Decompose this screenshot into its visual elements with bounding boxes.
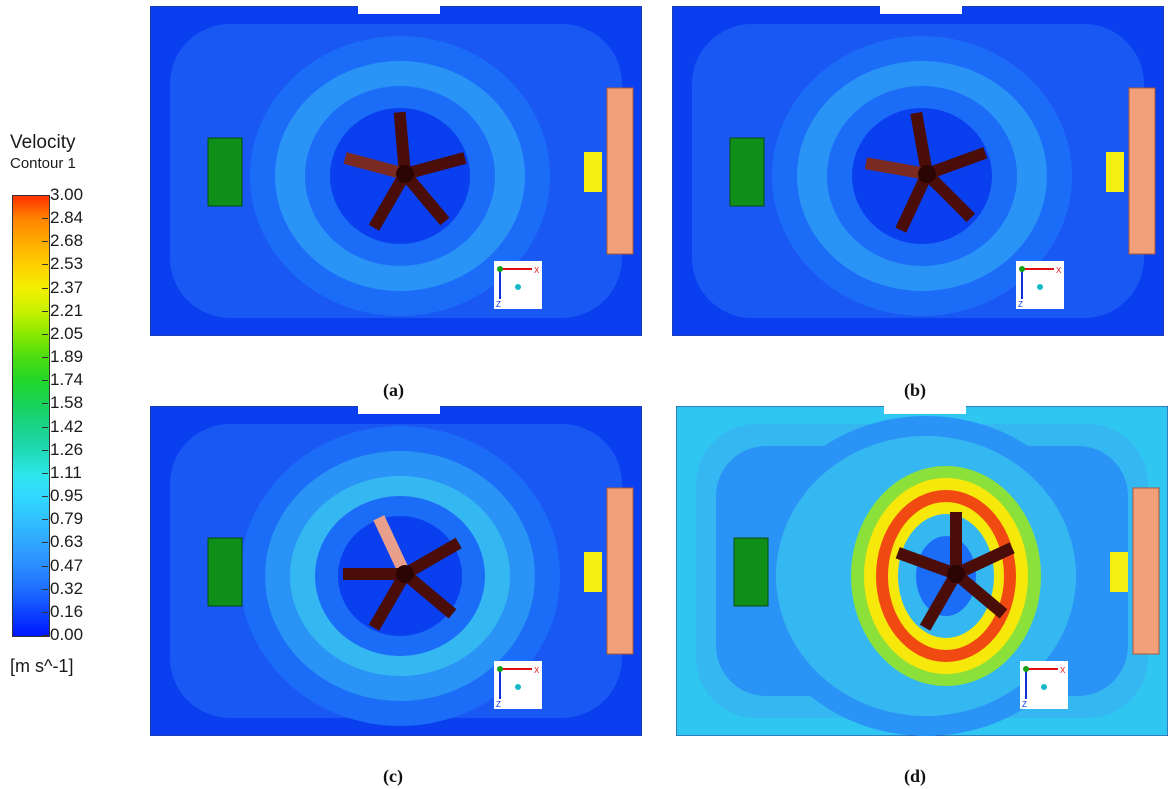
colorbar-tick-label: 1.11: [42, 462, 82, 482]
colorbar-tick-label: 0.00: [41, 625, 84, 644]
fan-blade: [373, 515, 411, 577]
colorbar-tick-label: 1.58: [41, 393, 84, 413]
legend-subtitle: Contour 1: [10, 155, 76, 172]
colorbar-tick-label: 0.47: [41, 555, 84, 575]
caption-a: (a): [383, 380, 404, 400]
fan-hub: [396, 565, 414, 583]
velocity-colorbar: [12, 195, 50, 637]
colorbar-tick-label: 0.63: [41, 532, 84, 552]
fan-blade: [919, 570, 962, 631]
caption-d: (d): [904, 766, 926, 786]
fan-blade: [864, 157, 929, 180]
fan-hub: [396, 165, 414, 183]
fan-blade: [924, 147, 988, 180]
fan-blade: [393, 111, 411, 175]
axis-y-icon: [515, 684, 521, 690]
velocity-contour-field: XZ: [676, 406, 1168, 736]
fan-hub: [947, 565, 965, 583]
door-opening: [880, 6, 962, 14]
fan-blade: [400, 170, 450, 226]
colorbar-tick-label: 1.42: [41, 416, 84, 436]
door-opening: [884, 406, 966, 414]
caption-b: (b): [904, 380, 926, 400]
fan-blade: [343, 152, 407, 180]
colorbar-tick-label: 1.26: [41, 439, 84, 459]
fan-blade: [895, 547, 959, 580]
salmon-obstacle: [606, 87, 634, 255]
axis-z-label: Z: [1022, 700, 1027, 709]
fan-blade: [401, 537, 462, 580]
salmon-obstacle: [1128, 87, 1156, 255]
fan-blade: [403, 152, 467, 180]
axis-origin-icon: [1019, 266, 1025, 272]
axis-z-label: Z: [496, 700, 501, 709]
fan-blade: [368, 570, 411, 631]
axis-z-label: Z: [1018, 300, 1023, 309]
colorbar-tick-label: 2.68: [41, 231, 84, 251]
axis-origin-icon: [1023, 666, 1029, 672]
colorbar-tick-label: 2.21: [41, 300, 84, 320]
green-obstacle: [207, 137, 243, 207]
fan-blade: [895, 171, 933, 233]
legend-units: [m s^-1]: [10, 656, 74, 676]
yellow-obstacle: [1110, 552, 1128, 592]
colorbar-tick-label: 0.16: [41, 601, 84, 621]
velocity-contour-field: XZ: [150, 406, 642, 736]
yellow-obstacle: [584, 552, 602, 592]
yellow-obstacle: [584, 152, 602, 192]
colorbar-tick-label: 3.00: [41, 185, 84, 204]
axis-y-icon: [1041, 684, 1047, 690]
colorbar-tick-label: 0.95: [41, 486, 84, 506]
colorbar-tick-label: 2.05: [41, 323, 84, 343]
axis-x-label: X: [534, 666, 540, 675]
colorbar-tick-label: 0.79: [41, 509, 84, 529]
axis-origin-icon: [497, 266, 503, 272]
axis-z-label: Z: [496, 300, 501, 309]
fan-blade: [922, 169, 976, 223]
axis-x-label: X: [1060, 666, 1066, 675]
velocity-contour-field: XZ: [672, 6, 1164, 336]
green-obstacle: [207, 537, 243, 607]
velocity-contour-field: XZ: [150, 6, 642, 336]
colorbar-tick-label: 1.89: [41, 347, 84, 367]
yellow-obstacle: [1106, 152, 1124, 192]
colorbar-tick-label: 2.53: [41, 254, 84, 274]
colorbar-tick-label: 2.84: [41, 208, 84, 228]
axis-y-icon: [1037, 284, 1043, 290]
caption-c: (c): [383, 766, 403, 786]
axis-origin-icon: [497, 666, 503, 672]
salmon-obstacle: [606, 487, 634, 655]
green-obstacle: [733, 537, 769, 607]
colorbar-tick-label: 0.32: [41, 578, 84, 598]
fan-hub: [918, 165, 936, 183]
door-opening: [358, 406, 440, 414]
fan-blade: [952, 569, 1008, 619]
fan-blade: [910, 111, 933, 176]
axis-x-label: X: [1056, 266, 1062, 275]
salmon-obstacle: [1132, 487, 1160, 655]
fan-blade: [953, 542, 1015, 580]
colorbar-tick-label: 2.37: [41, 277, 84, 297]
door-opening: [358, 6, 440, 14]
fan-blade: [368, 170, 411, 231]
fan-blade: [401, 569, 457, 619]
axis-x-label: X: [534, 266, 540, 275]
axis-y-icon: [515, 284, 521, 290]
legend-title: Velocity: [10, 132, 76, 153]
colorbar-tick-label: 1.74: [41, 370, 84, 390]
green-obstacle: [729, 137, 765, 207]
